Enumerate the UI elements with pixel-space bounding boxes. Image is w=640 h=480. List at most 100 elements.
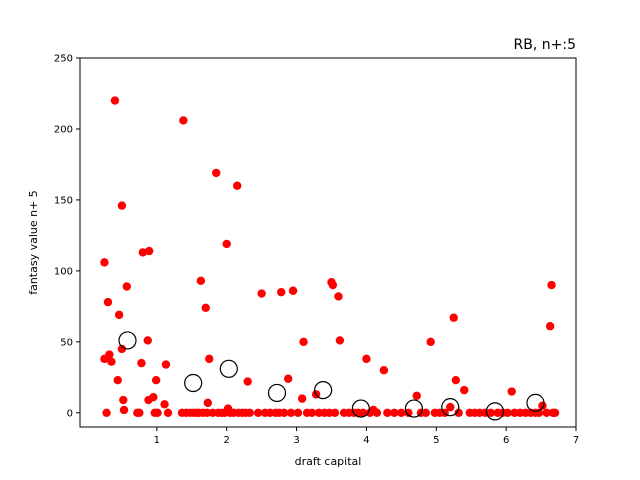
y-axis-label: fantasy value n+ 5 (27, 190, 40, 295)
plot-frame (79, 57, 577, 428)
data-point (201, 303, 210, 312)
data-point (143, 336, 152, 345)
data-point (547, 280, 556, 290)
y-tick-label: 0 (67, 408, 73, 419)
data-point (137, 358, 146, 368)
data-point (328, 280, 338, 290)
data-point (503, 408, 512, 418)
data-point (451, 375, 461, 385)
data-point (550, 408, 560, 418)
data-point (545, 322, 555, 331)
data-point (335, 336, 345, 345)
data-point (449, 313, 458, 322)
chart-title: RB, n+:5 (514, 37, 576, 53)
data-point (446, 402, 455, 412)
data-point (102, 408, 111, 418)
data-point (390, 408, 399, 418)
data-point (330, 408, 340, 418)
data-point (113, 375, 122, 385)
data-point (138, 248, 148, 257)
data-point (119, 405, 129, 415)
data-points (100, 96, 560, 421)
data-point (245, 408, 254, 418)
x-tick-label: 3 (293, 435, 299, 446)
data-point (253, 408, 263, 418)
y-axis: 0 50 100 150 200 250 (54, 54, 80, 419)
mean-marker (184, 373, 203, 393)
data-point (117, 201, 127, 210)
data-point (279, 408, 289, 418)
data-point (460, 385, 469, 395)
data-point (160, 400, 169, 409)
data-point (117, 344, 127, 354)
data-point (119, 395, 128, 405)
data-point (153, 408, 162, 418)
data-point (149, 392, 158, 402)
x-axis-label: draft capital (295, 455, 362, 468)
data-point (297, 394, 307, 403)
data-point (163, 408, 173, 418)
data-point (105, 350, 114, 359)
data-point (383, 408, 392, 418)
data-point (538, 401, 547, 410)
data-point (114, 310, 124, 320)
data-point (161, 360, 171, 369)
data-point (203, 398, 213, 408)
data-point (222, 239, 231, 249)
data-point (542, 408, 551, 418)
data-point (454, 408, 463, 418)
x-axis: 1 2 3 4 5 6 7 (154, 427, 579, 446)
mean-marker (441, 398, 460, 417)
data-point (412, 391, 421, 400)
y-tick-label: 250 (54, 54, 73, 65)
data-point (283, 374, 293, 383)
data-point (334, 292, 343, 301)
data-point (110, 96, 120, 105)
mean-marker (526, 393, 545, 412)
mean-marker (314, 381, 333, 400)
x-tick-label: 6 (503, 435, 509, 446)
data-point (196, 276, 206, 286)
data-point (276, 287, 286, 297)
data-point (135, 408, 144, 418)
mean-marker (485, 402, 505, 421)
data-point (107, 357, 116, 366)
data-point (299, 337, 308, 347)
data-point (286, 408, 296, 418)
y-tick-label: 100 (54, 266, 73, 277)
data-point (307, 408, 317, 418)
data-point (421, 408, 431, 418)
data-point (212, 168, 221, 178)
data-point (288, 286, 298, 295)
y-tick-label: 200 (54, 124, 73, 135)
data-point (372, 408, 382, 418)
data-point (486, 408, 495, 418)
data-point (362, 354, 371, 364)
data-point (257, 289, 266, 298)
data-point (358, 408, 368, 418)
x-tick-label: 5 (433, 435, 439, 446)
data-point (293, 408, 303, 418)
mean-marker (351, 399, 370, 418)
data-point (100, 258, 109, 267)
mean-marker (219, 359, 238, 378)
x-tick-label: 7 (573, 435, 579, 446)
data-point (151, 375, 161, 385)
mean-marker (404, 399, 424, 418)
data-point (103, 297, 113, 307)
data-point (122, 282, 132, 291)
x-tick-label: 1 (154, 435, 160, 446)
mean-marker (267, 383, 287, 403)
data-point (179, 116, 188, 125)
data-point (507, 387, 516, 396)
x-tick-label: 2 (224, 435, 230, 446)
y-tick-label: 150 (54, 195, 73, 206)
data-point (205, 354, 214, 364)
data-point (426, 337, 435, 347)
data-point (397, 408, 406, 418)
data-point (232, 181, 242, 190)
data-point (144, 246, 154, 256)
x-tick-label: 4 (363, 435, 369, 446)
